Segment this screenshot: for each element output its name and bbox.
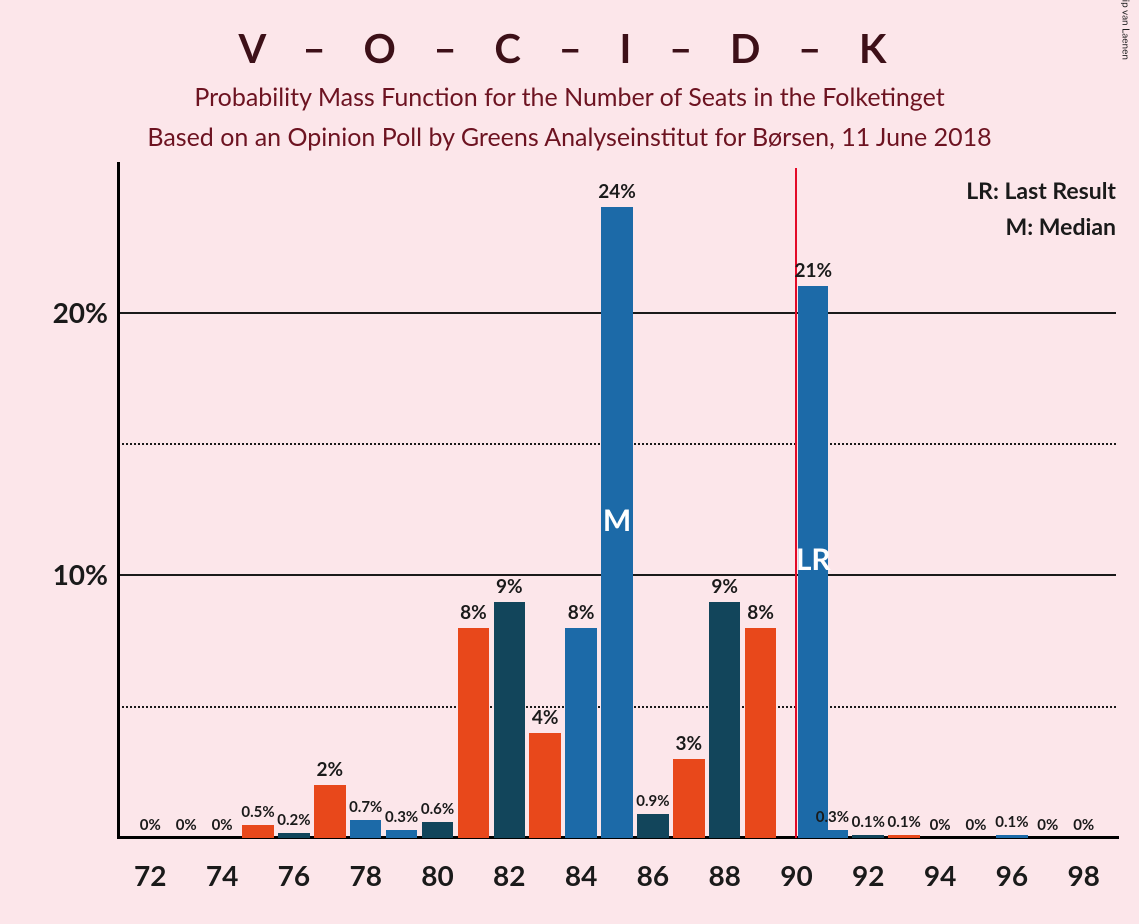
bar-value-label: 9%	[496, 575, 523, 598]
bar-value-label: 0.3%	[816, 808, 849, 826]
bar	[242, 825, 274, 838]
bar	[709, 602, 741, 838]
bar-value-label: 0%	[1037, 816, 1058, 834]
bar	[637, 814, 669, 838]
bar-value-label: 0.2%	[277, 811, 310, 829]
chart-subtitle: Probability Mass Function for the Number…	[0, 82, 1139, 112]
bar	[422, 822, 454, 838]
bar-value-label: 0.1%	[888, 813, 921, 831]
bar	[278, 833, 310, 838]
bar-value-label: 0.1%	[852, 813, 885, 831]
bar-value-label: 24%	[598, 180, 636, 203]
bar-value-label: 0.9%	[636, 792, 669, 810]
bar-value-label: 8%	[568, 601, 595, 624]
bar-value-label: 0.1%	[995, 813, 1028, 831]
bar	[888, 835, 920, 838]
bar-value-label: 9%	[711, 575, 738, 598]
x-tick-label: 98	[1067, 858, 1099, 892]
legend-text: LR: Last Result	[966, 176, 1116, 204]
bar	[494, 602, 526, 838]
bar	[745, 628, 777, 838]
bar-value-label: 21%	[794, 259, 832, 282]
last-result-marker: LR	[796, 541, 831, 577]
y-axis	[117, 162, 120, 838]
bar-value-label: 0.3%	[385, 808, 418, 826]
x-tick-label: 74	[206, 858, 238, 892]
bar	[817, 830, 849, 838]
x-tick-label: 76	[278, 858, 310, 892]
bar	[996, 835, 1028, 838]
bar-value-label: 0%	[176, 816, 197, 834]
x-tick-label: 88	[708, 858, 740, 892]
median-marker: M	[603, 502, 631, 538]
bar-value-label: 4%	[532, 706, 559, 729]
bar	[350, 820, 382, 838]
y-tick-label: 10%	[36, 557, 108, 591]
copyright-text: © 2019 Filip van Laenen	[1119, 0, 1131, 60]
x-tick-label: 94	[924, 858, 956, 892]
bar-value-label: 3%	[676, 732, 703, 755]
x-tick-label: 90	[780, 858, 812, 892]
x-tick-label: 82	[493, 858, 525, 892]
x-tick-label: 72	[134, 858, 166, 892]
bar	[565, 628, 597, 838]
x-tick-label: 92	[852, 858, 884, 892]
bar	[314, 785, 346, 838]
bar	[852, 835, 884, 838]
x-tick-label: 78	[349, 858, 381, 892]
x-tick-label: 80	[421, 858, 453, 892]
bar	[529, 733, 561, 838]
bar-value-label: 0.6%	[421, 800, 454, 818]
bar	[458, 628, 490, 838]
chart-canvas: V – O – C – I – D – K Probability Mass Fu…	[0, 0, 1139, 924]
plot-area: 10%20%72747678808284868890929496980%0%0%…	[118, 168, 1116, 838]
chart-subtitle: Based on an Opinion Poll by Greens Analy…	[0, 122, 1139, 152]
bar-value-label: 0%	[965, 816, 986, 834]
bar-value-label: 0.7%	[349, 798, 382, 816]
bar-value-label: 0%	[1073, 816, 1094, 834]
x-tick-label: 84	[565, 858, 597, 892]
bar	[673, 759, 705, 838]
bar-value-label: 2%	[317, 758, 344, 781]
bar-value-label: 0%	[212, 816, 233, 834]
legend-text: M: Median	[1006, 212, 1116, 240]
y-tick-label: 20%	[36, 295, 108, 329]
bar-value-label: 8%	[747, 601, 774, 624]
x-tick-label: 96	[996, 858, 1028, 892]
bar-value-label: 0%	[140, 816, 161, 834]
x-tick-label: 86	[637, 858, 669, 892]
bar	[386, 830, 418, 838]
bar-value-label: 8%	[460, 601, 487, 624]
chart-title: V – O – C – I – D – K	[0, 24, 1139, 72]
bar-value-label: 0%	[930, 816, 951, 834]
bar-value-label: 0.5%	[241, 803, 274, 821]
